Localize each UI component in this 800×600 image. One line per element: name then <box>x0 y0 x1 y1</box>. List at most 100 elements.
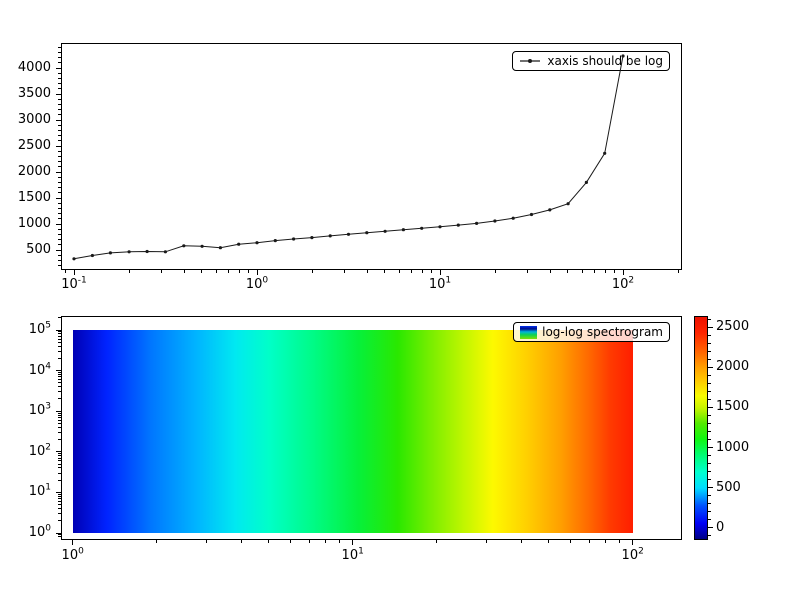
tick-mark <box>325 540 326 543</box>
bottom-y-tick-label: 103 <box>5 403 51 418</box>
tick-mark <box>431 270 432 273</box>
tick-mark <box>65 270 66 273</box>
top-axes: xaxis should be log <box>61 43 682 270</box>
data-point-marker <box>493 219 496 222</box>
data-point-marker <box>310 236 313 239</box>
bottom-axes: log-log spectrogram <box>61 316 682 540</box>
tick-mark <box>605 540 606 543</box>
top-x-tick-label: 10-1 <box>52 277 96 292</box>
tick-mark <box>290 540 291 543</box>
data-point-marker <box>237 243 240 246</box>
tick-mark <box>521 540 522 543</box>
tick-mark <box>248 270 249 273</box>
data-point-marker <box>128 250 131 253</box>
tick-mark <box>241 540 242 543</box>
tick-mark <box>72 540 73 545</box>
spectrogram-mesh <box>73 330 633 533</box>
data-point-marker <box>475 222 478 225</box>
tick-mark <box>708 463 711 464</box>
top-x-tick-label: 100 <box>235 277 279 292</box>
top-y-tick-label: 1500 <box>5 190 51 205</box>
tick-mark <box>708 367 713 368</box>
tick-mark <box>129 270 130 273</box>
tick-mark <box>216 270 217 273</box>
data-point-marker <box>457 224 460 227</box>
tick-mark <box>708 519 711 520</box>
tick-mark <box>527 270 528 273</box>
tick-mark <box>614 270 615 273</box>
data-point-marker <box>72 257 75 260</box>
data-point-marker <box>530 213 533 216</box>
data-point-marker <box>201 245 204 248</box>
tick-mark <box>161 270 162 273</box>
tick-mark <box>228 270 229 273</box>
tick-mark <box>268 540 269 543</box>
top-x-tick-label: 101 <box>418 277 462 292</box>
tick-mark <box>708 343 711 344</box>
bottom-y-tick-label: 100 <box>5 525 51 540</box>
bottom-y-tick-label: 105 <box>5 322 51 337</box>
tick-mark <box>550 270 551 273</box>
data-point-marker <box>164 250 167 253</box>
data-point-marker <box>219 246 222 249</box>
tick-mark <box>708 319 711 320</box>
bottom-x-tick-label: 100 <box>51 548 95 563</box>
tick-mark <box>623 270 624 275</box>
top-y-tick-label: 500 <box>5 242 51 257</box>
tick-mark <box>206 540 207 543</box>
tick-mark <box>309 540 310 543</box>
tick-mark <box>708 495 711 496</box>
tick-mark <box>367 270 368 273</box>
tick-mark <box>708 335 711 336</box>
data-point-marker <box>567 202 570 205</box>
tick-mark <box>74 270 75 275</box>
top-legend-label: xaxis should be log <box>547 54 663 68</box>
tick-mark <box>708 479 711 480</box>
tick-mark <box>708 359 711 360</box>
data-point-marker <box>585 181 588 184</box>
top-y-tick-label: 3500 <box>5 86 51 101</box>
tick-mark <box>708 487 713 488</box>
tick-mark <box>708 431 711 432</box>
data-line <box>74 56 623 259</box>
data-point-marker <box>182 244 185 247</box>
data-point-marker <box>109 251 112 254</box>
tick-mark <box>399 270 400 273</box>
data-point-marker <box>603 152 606 155</box>
top-y-tick-label: 1000 <box>5 216 51 231</box>
data-point-marker <box>365 231 368 234</box>
colorbar-tick-label: 500 <box>716 480 766 495</box>
top-y-tick-label: 4000 <box>5 60 51 75</box>
tick-mark <box>708 423 711 424</box>
tick-mark <box>708 471 711 472</box>
tick-mark <box>339 540 340 543</box>
tick-mark <box>708 415 711 416</box>
data-point-marker <box>91 254 94 257</box>
top-y-tick-label: 3000 <box>5 112 51 127</box>
tick-mark <box>567 270 568 273</box>
bottom-x-tick-label: 101 <box>331 548 375 563</box>
tick-mark <box>344 270 345 273</box>
top-x-tick-label: 102 <box>601 277 645 292</box>
tick-mark <box>201 270 202 273</box>
colorbar-tick-label: 1500 <box>716 399 766 414</box>
quadmesh-icon <box>520 326 537 339</box>
data-point-marker <box>384 230 387 233</box>
tick-mark <box>708 527 713 528</box>
tick-mark <box>436 540 437 543</box>
tick-mark <box>440 270 441 275</box>
tick-mark <box>708 375 711 376</box>
data-point-marker <box>438 225 441 228</box>
tick-mark <box>495 270 496 273</box>
top-y-tick-label: 2500 <box>5 138 51 153</box>
tick-mark <box>605 270 606 273</box>
tick-mark <box>486 540 487 543</box>
tick-mark <box>632 540 633 545</box>
colorbar-tick-label: 2000 <box>716 359 766 374</box>
bottom-y-tick-label: 101 <box>5 484 51 499</box>
tick-mark <box>708 383 711 384</box>
tick-mark <box>352 540 353 545</box>
bottom-x-tick-label: 102 <box>611 548 655 563</box>
tick-mark <box>548 540 549 543</box>
tick-mark <box>570 540 571 543</box>
